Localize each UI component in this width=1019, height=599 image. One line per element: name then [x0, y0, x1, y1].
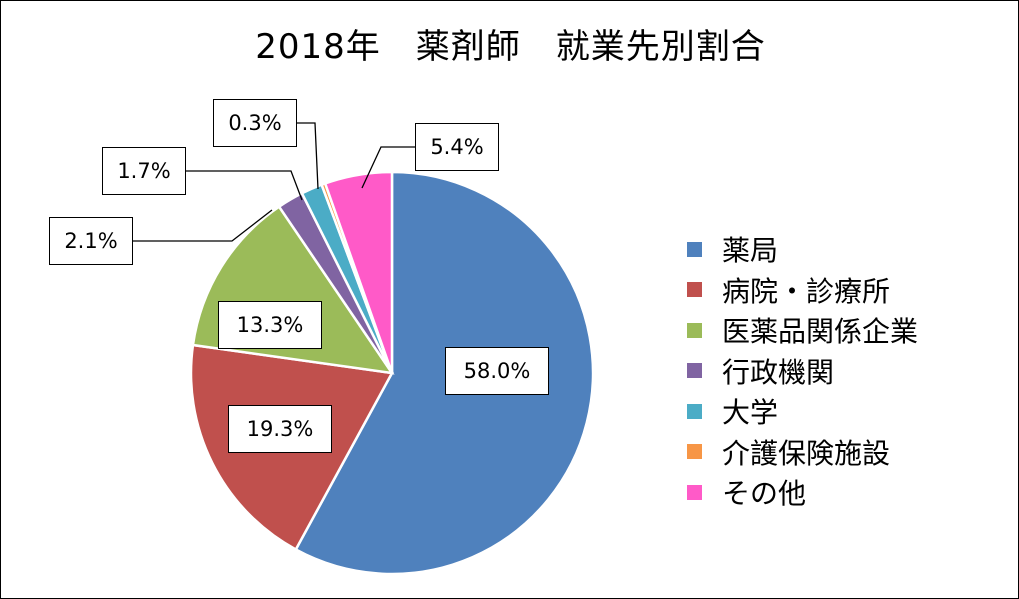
legend-item-3: 医薬品関係企業 [687, 310, 918, 351]
legend-label-7: その他 [722, 477, 807, 511]
data-label-4: 2.1% [49, 217, 133, 265]
data-label-5: 1.7% [102, 147, 186, 195]
legend-swatch-2 [687, 282, 702, 298]
legend-label-3: 医薬品関係企業 [722, 315, 919, 349]
leader-line-7 [361, 146, 415, 189]
data-label-1: 58.0% [445, 347, 549, 395]
legend-label-5: 大学 [722, 396, 779, 430]
data-label-2: 19.3% [228, 405, 332, 453]
leader-line-5 [186, 170, 303, 201]
legend-swatch-7 [687, 484, 702, 500]
legend-swatch-3 [687, 322, 702, 338]
data-label-7: 5.4% [415, 123, 499, 171]
legend-swatch-6 [687, 444, 702, 460]
legend-item-5: 大学 [687, 391, 918, 432]
leader-line-6 [297, 122, 319, 190]
legend-label-2: 病院・診療所 [722, 274, 891, 308]
legend-swatch-4 [687, 363, 702, 379]
legend-item-6: 介護保険施設 [687, 432, 918, 473]
leader-line-4 [133, 209, 273, 242]
legend-item-2: 病院・診療所 [687, 270, 918, 311]
chart-title: 2018年 薬剤師 就業先別割合 [255, 27, 766, 67]
legend-item-7: その他 [687, 472, 918, 513]
pie-slice-7 [323, 170, 394, 374]
pie-slice-1 [294, 170, 595, 576]
legend-label-6: 介護保険施設 [722, 436, 891, 470]
legend-item-4: 行政機関 [687, 351, 918, 392]
legend-label-4: 行政機関 [722, 355, 835, 389]
legend-swatch-5 [687, 403, 702, 419]
data-label-3: 13.3% [218, 301, 322, 349]
legend-swatch-1 [687, 241, 702, 257]
data-label-6: 0.3% [213, 99, 297, 147]
legend-label-1: 薬局 [722, 234, 779, 268]
legend-item-1: 薬局 [687, 229, 918, 270]
legend: 薬局病院・診療所 医薬品関係企業 行政機関大学介護保険施設 その他 [687, 229, 918, 513]
